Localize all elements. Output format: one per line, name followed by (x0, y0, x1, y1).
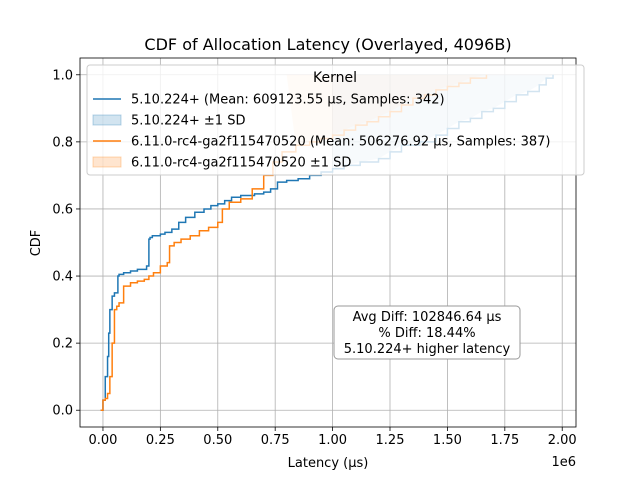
y-tick-label: 1.0 (52, 68, 73, 83)
x-tick-label: 1.00 (318, 433, 347, 448)
x-tick-label: 0.75 (261, 433, 290, 448)
annotation-line-1: Avg Diff: 102846.64 µs (353, 310, 502, 325)
annotation-line-2: % Diff: 18.44% (378, 326, 475, 341)
annotation-box (333, 305, 521, 360)
x-tick-label: 0.50 (203, 433, 232, 448)
y-tick-label: 0.4 (52, 270, 73, 285)
legend: Kernel 5.10.224+ (Mean: 609123.55 µs, Sa… (86, 64, 585, 176)
y-tick-label: 0.0 (52, 404, 73, 419)
x-tick-label: 1.50 (433, 433, 462, 448)
x-tick-label: 2.00 (548, 433, 577, 448)
x-tick-label: 0.00 (88, 433, 117, 448)
x-axis-offset: 1e6 (551, 455, 576, 470)
legend-entries: 5.10.224+ (Mean: 609123.55 µs, Samples: … (92, 93, 551, 171)
annotation-line-3: 5.10.224+ higher latency (344, 342, 511, 357)
x-axis-label: Latency (µs) (288, 456, 369, 471)
chart-title: CDF of Allocation Latency (Overlayed, 40… (144, 35, 511, 54)
x-tick-label: 1.75 (490, 433, 519, 448)
stats-annotation: Avg Diff: 102846.64 µs % Diff: 18.44% 5.… (333, 305, 521, 360)
legend-box (86, 64, 585, 176)
y-axis-ticks: 0.0 0.2 0.4 0.6 0.8 1.0 (52, 68, 80, 419)
legend-swatch-patch (92, 156, 122, 168)
legend-swatch-patch (92, 114, 122, 126)
plot-frame (79, 57, 577, 428)
y-axis-label: CDF (29, 230, 44, 257)
x-tick-label: 1.25 (376, 433, 405, 448)
x-tick-label: 0.25 (146, 433, 175, 448)
y-tick-label: 0.8 (52, 135, 73, 150)
legend-label: 5.10.224+ (Mean: 609123.55 µs, Samples: … (131, 93, 445, 108)
legend-label: 5.10.224+ ±1 SD (131, 114, 245, 129)
legend-label: 6.11.0-rc4-ga2f115470520 (Mean: 506276.9… (131, 135, 551, 150)
x-axis-ticks: 0.00 0.25 0.50 0.75 1.00 1.25 1.50 1.75 2.00 (88, 427, 577, 448)
y-tick-label: 0.2 (52, 337, 73, 352)
y-tick-label: 0.6 (52, 202, 73, 217)
legend-label: 6.11.0-rc4-ga2f115470520 ±1 SD (131, 156, 351, 171)
legend-title: Kernel (313, 70, 357, 86)
